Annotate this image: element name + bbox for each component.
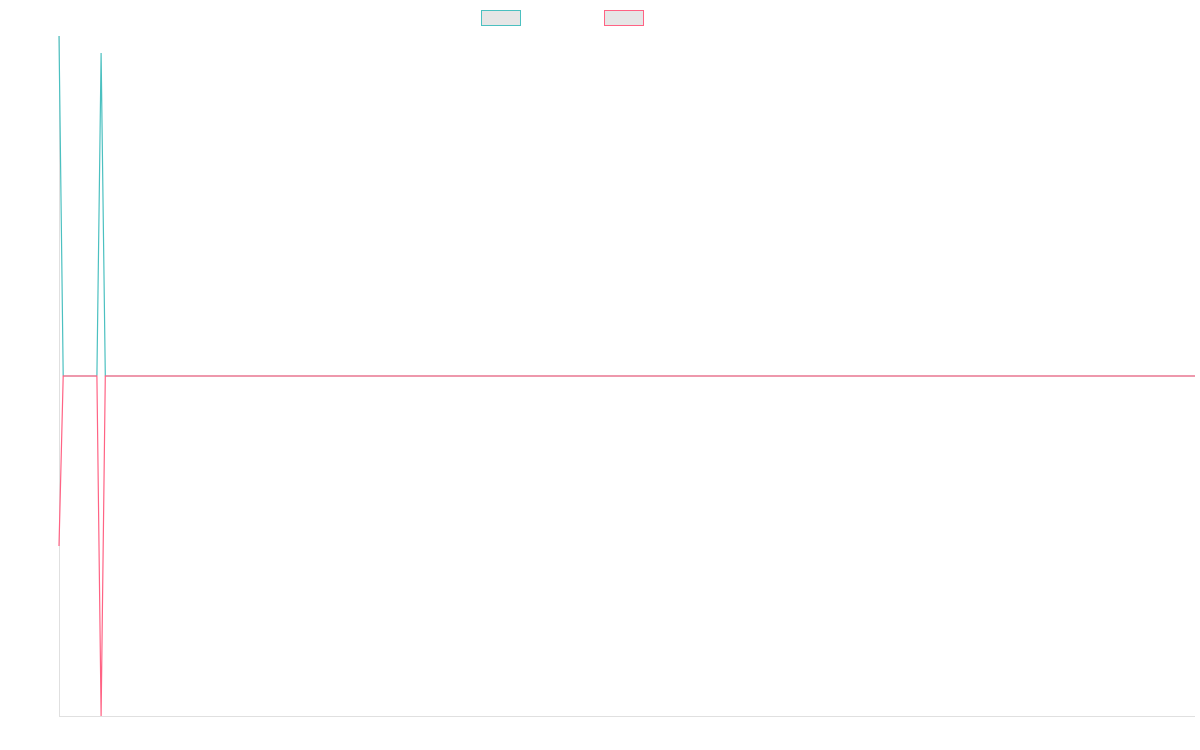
legend-swatch[interactable] [604,10,644,26]
series-line [58,35,1195,377]
series-line [58,375,1195,717]
legend-swatch[interactable] [481,10,521,26]
